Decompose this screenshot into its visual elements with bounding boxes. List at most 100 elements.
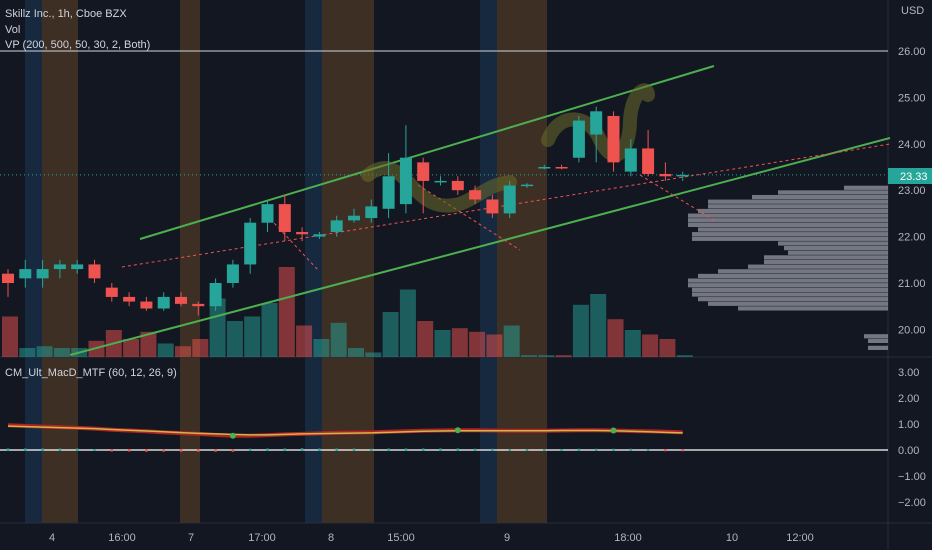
time-tick-label: 16:00	[108, 532, 136, 544]
session-highlights	[25, 0, 547, 523]
candle-body	[2, 273, 14, 283]
candle-body	[607, 115, 620, 163]
dashed-projection	[417, 184, 521, 251]
candle-body	[348, 215, 360, 221]
macd-histogram-bar	[76, 448, 79, 451]
volume-profile-bar	[764, 255, 888, 260]
legend-vp: VP (200, 500, 50, 30, 2, Both)	[5, 39, 150, 51]
macd-histogram-bar	[266, 448, 269, 451]
volume-profile-bar	[688, 213, 888, 218]
price-tick-label: 25.00	[898, 92, 926, 104]
volume-profile-bar	[692, 292, 888, 297]
candle-body	[123, 296, 136, 302]
volume-bar	[659, 339, 676, 357]
session-band	[25, 0, 42, 523]
volume-bar	[244, 316, 261, 357]
candle-body	[572, 120, 585, 158]
candle-body	[624, 148, 637, 172]
macd-histogram-bar	[491, 448, 494, 451]
candle-body	[642, 148, 655, 174]
volume-bar	[434, 330, 451, 357]
session-band	[180, 0, 200, 523]
price-tick-label: 22.00	[898, 232, 926, 244]
macd-histogram-bar	[318, 448, 321, 451]
candle-body	[244, 222, 257, 265]
volume-bar	[590, 294, 607, 357]
volume-bar	[2, 316, 18, 357]
volume-bar	[19, 348, 36, 357]
macd-tick-label: 3.00	[898, 367, 919, 379]
time-tick-label: 10	[726, 532, 738, 544]
candle-body	[503, 185, 516, 214]
candle-body	[555, 167, 568, 169]
macd-histogram-bar	[370, 448, 373, 451]
candle-body	[486, 199, 499, 214]
volume-bar	[296, 325, 313, 357]
session-band	[480, 0, 497, 523]
time-axis: 4 16:00 7 17:00 8 15:00 9 18:00 10 12:00	[49, 532, 814, 544]
candle-body	[521, 184, 533, 187]
volume-profile-bar	[718, 269, 888, 274]
candles	[2, 106, 689, 316]
volume-profile-bar	[692, 236, 888, 241]
candle-body	[399, 157, 412, 205]
volume-bar	[676, 355, 693, 357]
macd-cross-dot	[229, 432, 236, 439]
macd-tick-label: 1.00	[898, 419, 919, 431]
macd-histogram-bar	[300, 448, 304, 451]
volume-bar	[399, 289, 416, 357]
candle-body	[296, 231, 309, 235]
volume-bar	[330, 322, 347, 357]
session-band	[305, 0, 322, 523]
candle-body	[71, 264, 84, 270]
volume-bar	[624, 330, 641, 357]
volume-bar	[521, 355, 537, 357]
volume-bar	[469, 331, 486, 357]
candle-body	[451, 180, 464, 191]
macd-histogram-bar	[283, 448, 286, 451]
legend-vol: Vol	[5, 24, 20, 36]
macd-histogram-bar	[231, 449, 235, 452]
volume-bar	[157, 343, 174, 357]
volume-profile-bar	[784, 246, 888, 251]
volume-profile-bar	[868, 345, 888, 350]
volume-profile-bar	[752, 194, 888, 200]
volume-profile-bar	[864, 334, 888, 339]
volume-profile-bar	[692, 287, 888, 292]
volume-bar	[538, 355, 555, 357]
macd-histogram-bar	[681, 449, 684, 452]
macd-histogram-bar	[58, 448, 62, 451]
price-tick-label: 21.00	[898, 278, 926, 290]
volume-profile-bar	[764, 259, 888, 265]
time-tick-label: 17:00	[248, 532, 276, 544]
macd-histogram-bar	[335, 448, 338, 451]
candle-body	[676, 174, 689, 177]
volume-profile-bar	[688, 218, 888, 223]
candle-body	[175, 296, 187, 304]
volume-bar	[486, 334, 503, 357]
time-tick-label: 4	[49, 532, 55, 544]
macd-histogram-bar	[577, 448, 581, 451]
volume-profile-bar	[708, 301, 888, 306]
candle-body	[590, 111, 603, 135]
volume-bar	[417, 321, 434, 357]
candle-body	[226, 264, 239, 283]
macd-histogram-bar	[179, 449, 183, 452]
time-tick-label: 15:00	[387, 532, 415, 544]
volume-bar	[607, 319, 624, 357]
macd-histogram-bar	[508, 449, 511, 451]
volume-bar	[572, 304, 589, 357]
macd-histogram-bar	[525, 449, 529, 451]
candle-body	[19, 269, 32, 279]
volume-profile-bar	[698, 208, 888, 214]
macd-histogram-bar	[6, 448, 10, 451]
candle-body	[140, 301, 153, 309]
macd-histogram-bar	[439, 448, 442, 451]
candle-body	[417, 162, 430, 181]
volume-bar	[53, 348, 70, 357]
candle-body	[261, 204, 274, 223]
candle-body	[157, 296, 170, 309]
